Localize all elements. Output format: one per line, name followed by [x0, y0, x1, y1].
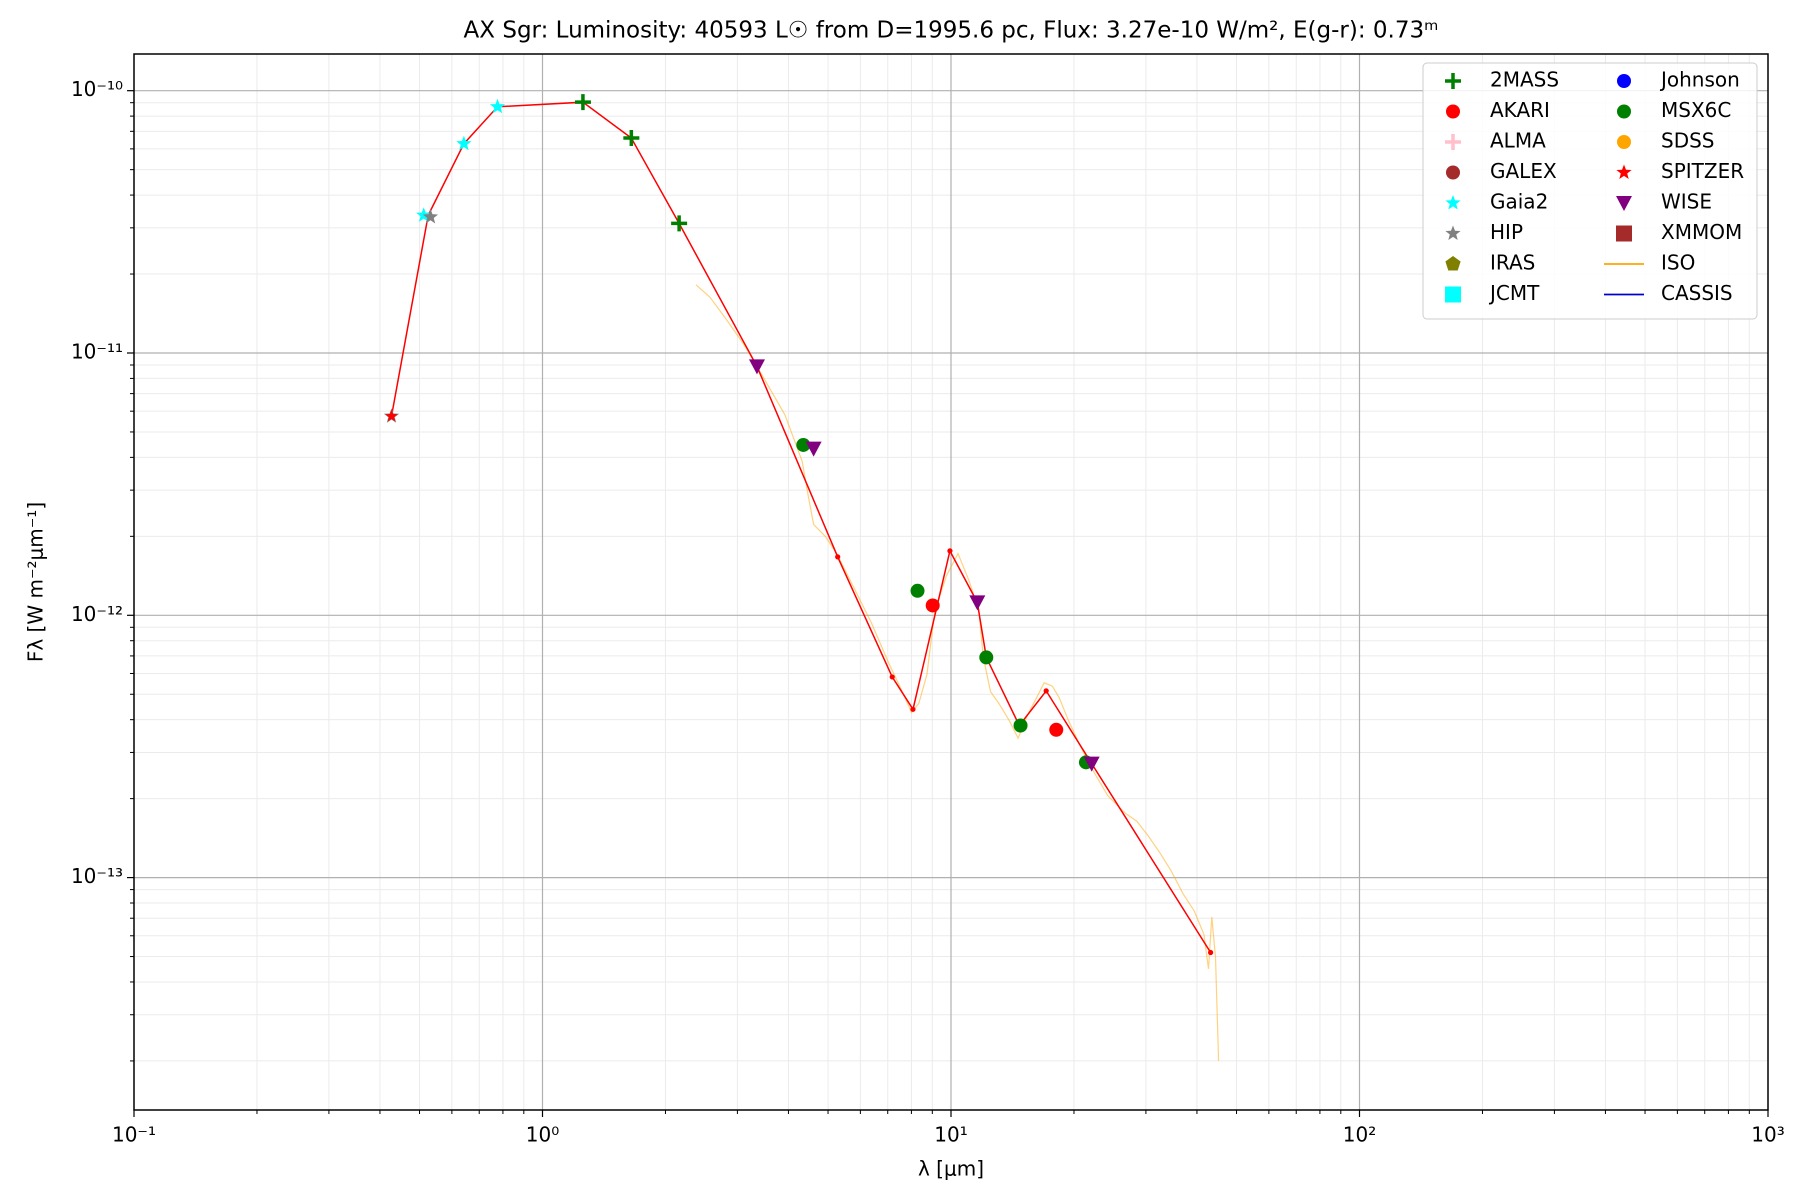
legend-label: SDSS: [1661, 129, 1715, 153]
marker: [1446, 165, 1460, 180]
marker: [456, 135, 472, 151]
marker: [969, 595, 986, 611]
marker: [385, 409, 398, 422]
x-tick-label: 10⁰: [526, 1123, 559, 1147]
legend-label: MSX6C: [1661, 98, 1731, 122]
legend: 2MASS AKARI ALMA GALEX Gaia2 HIP IRAS JCMT Johns…: [1422, 62, 1758, 320]
sed-vertex: [947, 548, 953, 554]
marker: [1445, 195, 1461, 210]
axes-frame: [133, 53, 1769, 1111]
y-axis-label: Fλ [W m⁻²μm⁻¹]: [24, 502, 48, 662]
marker: [1445, 134, 1461, 150]
x-axis-label: λ [μm]: [918, 1157, 984, 1181]
marker: [1617, 135, 1631, 149]
legend-label: Gaia2: [1490, 190, 1548, 214]
spectrum-line: [695, 284, 1220, 1061]
legend-label: IRAS: [1490, 251, 1535, 275]
marker: [1445, 225, 1461, 240]
marker: [1616, 225, 1632, 242]
legend-label: JCMT: [1488, 281, 1540, 305]
marker: [1445, 256, 1461, 271]
marker: [1446, 104, 1460, 119]
marker: [1445, 73, 1461, 89]
marker: [574, 94, 591, 111]
marker: [1617, 74, 1631, 88]
legend-label: ALMA: [1490, 129, 1546, 153]
legend-label: SPITZER: [1661, 159, 1744, 183]
legend-label: 2MASS: [1490, 68, 1559, 92]
marker: [1049, 722, 1064, 737]
marker: [748, 359, 765, 375]
legend-label: ISO: [1661, 251, 1695, 275]
x-tick-label: 10⁻¹: [112, 1123, 156, 1147]
y-tick-label: 10⁻¹⁰: [71, 77, 123, 101]
plot-area: [383, 94, 1220, 1061]
marker: [422, 209, 439, 224]
marker: [925, 598, 940, 613]
sed-vertex: [835, 554, 841, 560]
marker: [1083, 756, 1100, 772]
marker: [1616, 196, 1632, 211]
y-tick-label: 10⁻¹²: [71, 602, 123, 626]
marker: [671, 215, 688, 232]
legend-label: WISE: [1661, 190, 1712, 214]
marker: [1013, 718, 1028, 733]
marker: [623, 130, 640, 147]
x-tick-label: 10²: [1343, 1123, 1376, 1147]
marker: [805, 441, 822, 457]
marker: [910, 583, 925, 598]
x-tick-label: 10¹: [934, 1123, 967, 1147]
marker: [1445, 286, 1461, 303]
y-tick-label: 10⁻¹¹: [71, 339, 123, 363]
legend-label: GALEX: [1490, 159, 1557, 183]
legend-label: XMMOM: [1661, 220, 1742, 244]
marker: [1616, 164, 1632, 179]
legend-label: AKARI: [1490, 98, 1550, 122]
sed-vertex: [1207, 949, 1214, 956]
legend-box: [1422, 62, 1758, 320]
marker: [796, 437, 811, 452]
sed-vertex: [889, 674, 895, 680]
legend-label: HIP: [1490, 220, 1523, 244]
sed-vertex: [1043, 688, 1049, 694]
x-tick-label: 10³: [1751, 1123, 1784, 1147]
y-tick-label: 10⁻¹³: [71, 864, 123, 888]
marker: [489, 98, 506, 114]
sed-vertex: [910, 706, 916, 712]
marker: [979, 650, 994, 665]
legend-label: CASSIS: [1661, 281, 1733, 305]
chart-title: AX Sgr: Luminosity: 40593 L☉ from D=1995…: [464, 18, 1439, 44]
marker: [1617, 104, 1631, 119]
legend-label: Johnson: [1659, 68, 1740, 92]
